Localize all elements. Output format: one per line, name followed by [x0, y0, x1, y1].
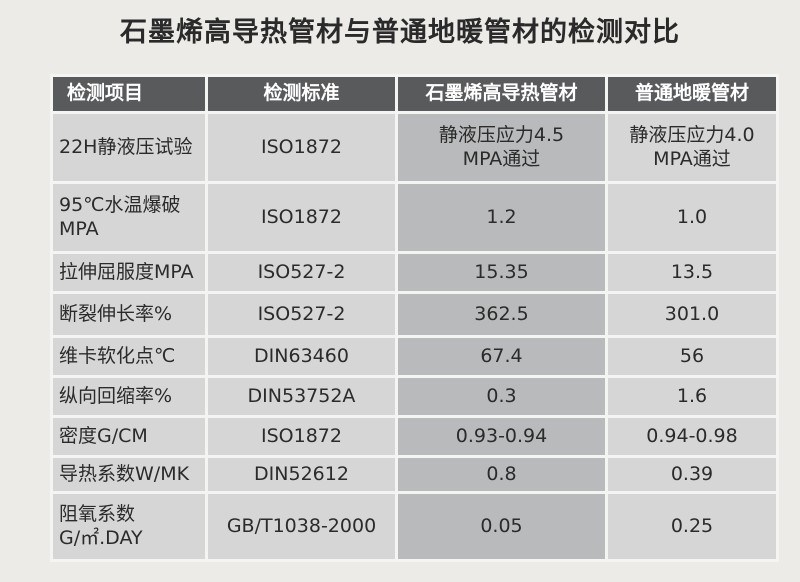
table-cell: 95℃水温爆破 MPA [50, 181, 208, 254]
table-cell: 纵向回缩率% [50, 375, 208, 418]
table-cell: ISO1872 [205, 181, 398, 254]
title: 石墨烯高导热管材与普通地暖管材的检测对比 [120, 17, 680, 48]
table-cell: 静液压应力4.0 MPA通过 [605, 111, 779, 184]
table-cell: 拉伸屈服度MPA [50, 251, 208, 294]
table-row: 22H静液压试验 ISO1872 静液压应力4.5 MPA通过 静液压应力4.0 MP… [50, 111, 779, 184]
table-row: 阻氧系数 G/㎡.DAY GB/T1038-2000 0.05 0.25 [50, 491, 779, 562]
table-cell: 1.0 [605, 181, 779, 254]
header-cell: 石墨烯高导热管材 [395, 74, 608, 114]
table-row: 维卡软化点℃ DIN63460 67.4 56 [50, 335, 779, 378]
comparison-table: 检测项目 检测标准 石墨烯高导热管材 普通地暖管材 22H静液压试验 ISO1872 静液… [50, 74, 779, 562]
table-cell: 1.2 [395, 181, 608, 254]
table-cell: 0.39 [605, 455, 779, 494]
table-cell: ISO1872 [205, 111, 398, 184]
table-cell: 301.0 [605, 291, 779, 338]
header-row: 检测项目 检测标准 石墨烯高导热管材 普通地暖管材 [50, 74, 779, 114]
table-row: 95℃水温爆破 MPA ISO1872 1.2 1.0 [50, 181, 779, 254]
table-cell: 0.3 [395, 375, 608, 418]
table-row: 拉伸屈服度MPA ISO527-2 15.35 13.5 [50, 251, 779, 294]
table-cell: 0.05 [395, 491, 608, 562]
table-cell: 56 [605, 335, 779, 378]
table-row: 纵向回缩率% DIN53752A 0.3 1.6 [50, 375, 779, 418]
header-cell: 检测标准 [205, 74, 398, 114]
table-cell: DIN52612 [205, 455, 398, 494]
table-cell: 0.93-0.94 [395, 415, 608, 458]
table-cell: ISO1872 [205, 415, 398, 458]
header-cell: 普通地暖管材 [605, 74, 779, 114]
table-row: 断裂伸长率% ISO527-2 362.5 301.0 [50, 291, 779, 338]
table-cell: 断裂伸长率% [50, 291, 208, 338]
table-cell: 22H静液压试验 [50, 111, 208, 184]
table-cell: 0.94-0.98 [605, 415, 779, 458]
table-cell: 1.6 [605, 375, 779, 418]
table-cell: DIN53752A [205, 375, 398, 418]
table-cell: GB/T1038-2000 [205, 491, 398, 562]
table-cell: 67.4 [395, 335, 608, 378]
table-cell: 静液压应力4.5 MPA通过 [395, 111, 608, 184]
table-cell: 13.5 [605, 251, 779, 294]
table-cell: ISO527-2 [205, 291, 398, 338]
table-cell: DIN63460 [205, 335, 398, 378]
table-row: 密度G/CM ISO1872 0.93-0.94 0.94-0.98 [50, 415, 779, 458]
table-cell: 0.25 [605, 491, 779, 562]
table-cell: 阻氧系数 G/㎡.DAY [50, 491, 208, 562]
table-cell: 0.8 [395, 455, 608, 494]
table-cell: 362.5 [395, 291, 608, 338]
header-cell: 检测项目 [50, 74, 208, 114]
table-row: 导热系数W/MK DIN52612 0.8 0.39 [50, 455, 779, 494]
table-cell: ISO527-2 [205, 251, 398, 294]
table-cell: 密度G/CM [50, 415, 208, 458]
table-body: 22H静液压试验 ISO1872 静液压应力4.5 MPA通过 静液压应力4.0 MP… [50, 111, 779, 562]
table-cell: 导热系数W/MK [50, 455, 208, 494]
table-cell: 15.35 [395, 251, 608, 294]
table-cell: 维卡软化点℃ [50, 335, 208, 378]
